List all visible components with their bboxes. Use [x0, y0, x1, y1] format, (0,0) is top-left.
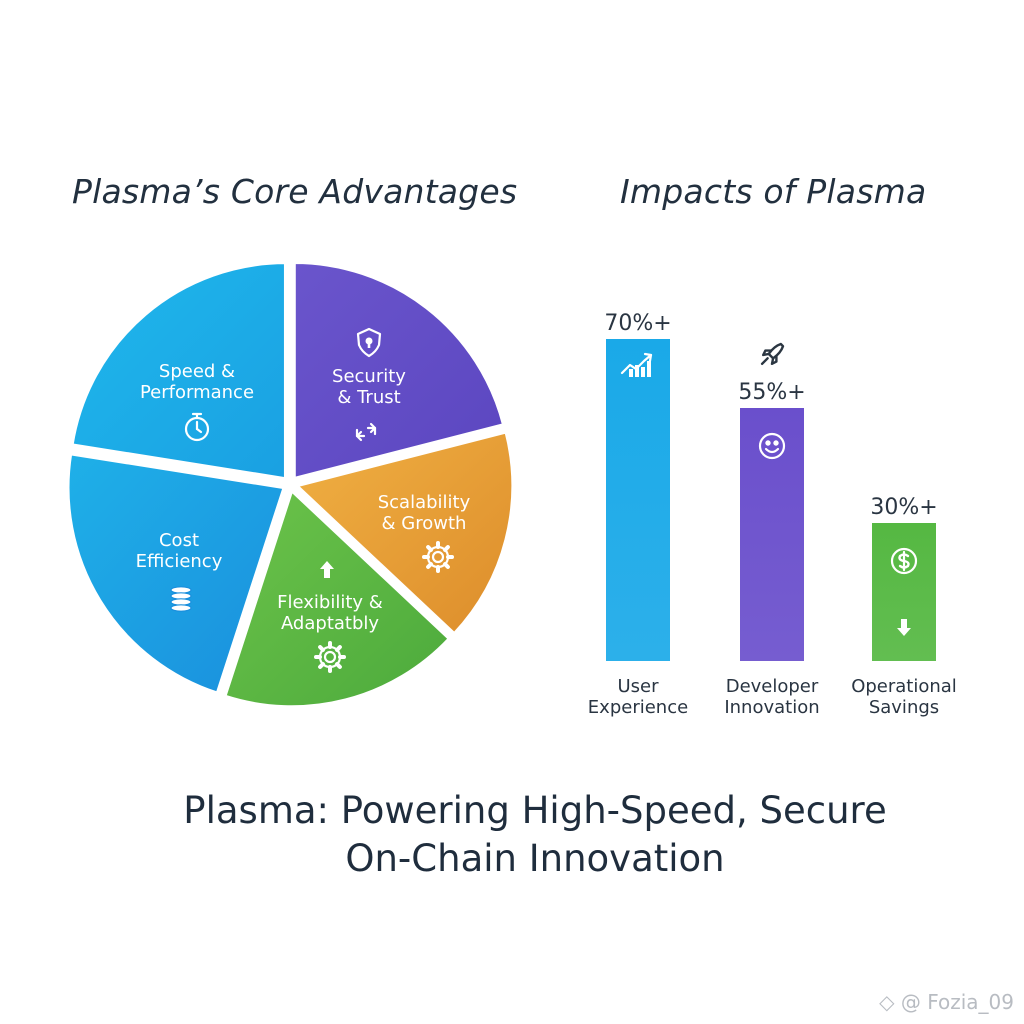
- arrow-down-icon: [897, 619, 911, 636]
- pie-slice-label-0-line-1: & Trust: [337, 387, 400, 408]
- pie-slice-label-2-line-0: Flexibility &: [277, 592, 383, 613]
- arrow-up-icon: [320, 561, 334, 578]
- bar-value-label: 30%+: [870, 495, 937, 520]
- swap-arrows-icon: [355, 422, 377, 442]
- shield-lock-icon: [356, 327, 382, 358]
- watermark-text: @ Fozia_09: [900, 990, 1014, 1014]
- smiley-icon: [758, 432, 786, 460]
- gear-icon: [422, 541, 454, 573]
- pie-slice-security-trust: [292, 260, 506, 481]
- bar-category-label: Developer: [726, 676, 819, 697]
- pie-slice-label-1-line-0: Scalability: [378, 492, 471, 513]
- pie-slice-label-0-line-0: Security: [332, 366, 406, 387]
- pie-slice-label-2-line-1: Adaptatbly: [281, 613, 379, 634]
- pie-slice-flexibility-adaptatbly: [223, 488, 452, 709]
- pie-slice-scalability-growth: [293, 430, 515, 636]
- rocket-icon: [760, 342, 785, 366]
- bar-category-label: Experience: [588, 697, 688, 718]
- pie-slice-label-4-line-1: Performance: [140, 382, 254, 403]
- pie-slice-label-3-line-0: Cost: [159, 530, 199, 551]
- pie-slice-label-4-line-0: Speed &: [159, 361, 235, 382]
- bar-category-label: Operational: [851, 676, 957, 697]
- bar-value-label: 55%+: [738, 380, 805, 405]
- trend-chart-icon: [620, 352, 653, 377]
- pie-slice-speed-performance: [70, 261, 287, 481]
- watermark: ◇ @ Fozia_09: [879, 990, 1014, 1014]
- stopwatch-icon: [184, 412, 210, 442]
- pie-slice-cost-efficiency: [66, 452, 287, 695]
- pie-slice-label-3-line-1: Efficiency: [136, 551, 223, 572]
- headline-line-1: Plasma: Powering High-Speed, Secure: [183, 789, 887, 832]
- pie-chart-title: Plasma’s Core Advantages: [72, 172, 518, 211]
- watermark-logo-icon: ◇: [879, 990, 895, 1014]
- bar-operational-savings: [872, 523, 936, 661]
- pie-slice-label-1-line-1: & Growth: [382, 513, 467, 534]
- headline-line-2: On-Chain Innovation: [345, 837, 725, 880]
- bar-chart-title: Impacts of Plasma: [620, 172, 927, 211]
- bar-value-label: 70%+: [604, 311, 671, 336]
- pie-chart: Security& Trust Scalability& Growth Flexib…: [66, 260, 515, 709]
- bar-user-experience: [606, 339, 670, 661]
- bar-developer-innovation: [740, 408, 804, 661]
- dollar-coin-icon: [890, 547, 918, 575]
- bar-category-label: Innovation: [724, 697, 819, 718]
- bar-category-label: Savings: [869, 697, 939, 718]
- gear-icon: [314, 641, 346, 673]
- coin-stack-icon: [170, 586, 192, 612]
- bar-category-label: User: [617, 676, 659, 697]
